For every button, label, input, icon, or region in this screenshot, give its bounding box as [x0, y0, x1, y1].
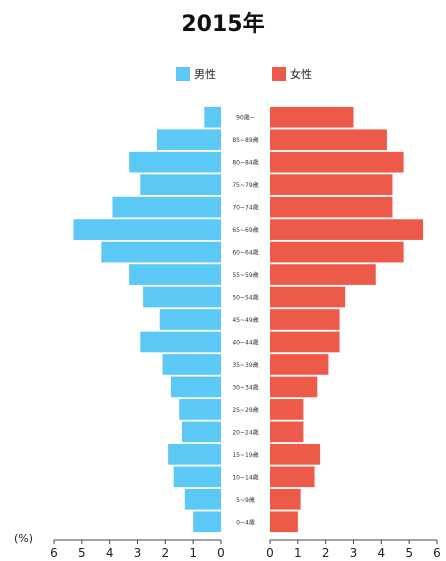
age-group-label: 35~39歳 [232, 361, 258, 369]
male-x-tick-label: 1 [189, 546, 197, 560]
female-bar [270, 106, 354, 128]
male-bar [140, 174, 221, 195]
male-bar [159, 309, 221, 330]
age-group-label: 75~79歳 [232, 181, 258, 189]
legend-swatch-female [272, 67, 286, 81]
male-bar [173, 466, 221, 488]
age-group-label: 50~54歳 [232, 294, 258, 302]
male-x-tick-label: 4 [106, 546, 114, 560]
legend-item-female: 女性 [272, 66, 312, 82]
female-bar [270, 466, 315, 488]
female-x-tick-label: 5 [405, 546, 413, 560]
female-bar [270, 488, 301, 510]
female-bar [270, 286, 346, 308]
female-bar [270, 219, 424, 240]
female-bar [270, 331, 340, 353]
age-group-label: 80~84歳 [232, 159, 258, 167]
age-group-label: 70~74歳 [232, 204, 258, 212]
male-bar [182, 421, 221, 443]
male-x-tick-label: 6 [50, 546, 58, 560]
unit-label: (%) [14, 532, 33, 545]
female-bar [270, 129, 387, 151]
age-group-label: 55~59歳 [232, 271, 258, 279]
legend-label-male: 男性 [194, 68, 216, 81]
female-bar [270, 354, 329, 375]
male-bar [184, 488, 221, 510]
male-bar [162, 354, 221, 375]
male-bar [193, 511, 221, 533]
legend-label-female: 女性 [290, 68, 312, 81]
male-bar [204, 106, 221, 128]
female-x-tick-label: 0 [266, 546, 274, 560]
legend-item-male: 男性 [176, 66, 216, 82]
age-group-label: 45~49歳 [232, 316, 258, 324]
age-group-label: 90歳~ [236, 114, 255, 122]
male-x-tick-label: 3 [134, 546, 142, 560]
female-x-tick-label: 6 [433, 546, 441, 560]
age-group-label: 25~29歳 [232, 406, 258, 414]
male-x-tick-label: 0 [217, 546, 225, 560]
female-x-tick-label: 2 [322, 546, 330, 560]
age-group-label: 85~89歳 [232, 136, 258, 144]
female-bar [270, 399, 304, 420]
female-bar [270, 444, 321, 465]
male-bar [179, 399, 221, 420]
female-bar [270, 309, 340, 330]
age-group-label: 0~4歳 [236, 518, 255, 526]
male-bar [129, 151, 221, 173]
male-x-tick-label: 2 [162, 546, 170, 560]
age-group-label: 20~24歳 [232, 428, 258, 436]
age-group-label: 60~64歳 [232, 249, 258, 257]
female-bar [270, 174, 393, 195]
female-bar [270, 264, 376, 285]
female-bar [270, 511, 298, 533]
male-bar [112, 196, 221, 218]
female-bar [270, 196, 393, 218]
female-bar [270, 376, 318, 398]
age-group-label: 5~9歳 [236, 496, 255, 504]
male-bar [140, 331, 221, 353]
age-group-label: 65~69歳 [232, 226, 258, 234]
male-bar [129, 264, 221, 285]
legend-swatch-male [176, 67, 190, 81]
legend: 男性 女性 [0, 66, 446, 82]
male-bar [168, 444, 221, 465]
age-group-label: 30~34歳 [232, 383, 258, 391]
age-group-label: 15~19歳 [232, 451, 258, 459]
female-bar [270, 421, 304, 443]
male-bar [73, 219, 221, 240]
age-group-label: 10~14歳 [232, 473, 258, 481]
male-bar [156, 129, 221, 151]
age-group-label: 40~44歳 [232, 338, 258, 346]
male-x-tick-label: 5 [78, 546, 86, 560]
female-bar [270, 151, 404, 173]
female-x-tick-label: 3 [350, 546, 358, 560]
male-bar [101, 241, 221, 263]
female-bar [270, 241, 404, 263]
female-x-tick-label: 1 [294, 546, 302, 560]
male-bar [170, 376, 221, 398]
chart-title: 2015年 [181, 12, 265, 37]
male-bar [143, 286, 221, 308]
female-x-tick-label: 4 [378, 546, 386, 560]
